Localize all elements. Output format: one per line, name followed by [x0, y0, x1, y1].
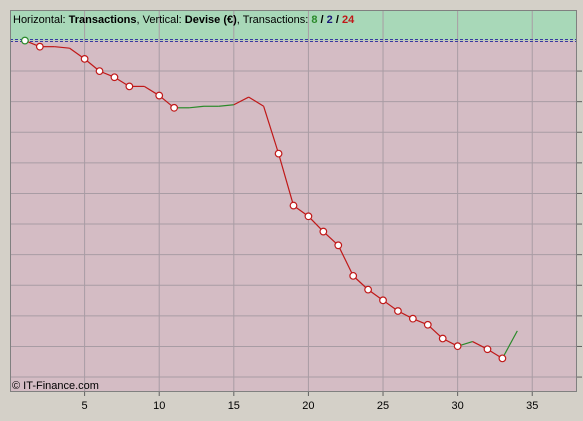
- profit-zone: [10, 10, 577, 41]
- loss-zone: [10, 40, 577, 393]
- equity-segment: [278, 153, 295, 206]
- trade-marker: [110, 73, 119, 82]
- x-tick-label: 30: [452, 400, 464, 412]
- trade-marker: [170, 103, 179, 112]
- chart-header: Horizontal: Transactions, Vertical: Devi…: [13, 14, 355, 26]
- winning-count: 8: [311, 14, 317, 26]
- trade-marker: [289, 201, 298, 210]
- x-tick-label: 35: [526, 400, 538, 412]
- trade-marker: [379, 296, 387, 305]
- count-separator-2: /: [333, 14, 342, 26]
- horizontal-value: Transactions: [69, 14, 137, 26]
- trade-marker: [155, 91, 164, 100]
- trade-marker-win: [21, 36, 29, 45]
- count-separator-1: /: [318, 14, 327, 26]
- equity-segment: [233, 96, 250, 106]
- trade-marker: [304, 212, 313, 221]
- trade-marker: [334, 241, 343, 250]
- transactions-label: , Transactions:: [237, 14, 312, 26]
- x-tick-label: 15: [228, 400, 240, 412]
- trade-marker: [35, 42, 44, 51]
- plot-frame: [10, 10, 577, 392]
- x-tick-label: 10: [153, 400, 165, 412]
- trade-marker: [95, 67, 104, 76]
- trade-marker: [453, 342, 462, 351]
- horizontal-label: Horizontal:: [13, 14, 69, 26]
- trade-marker: [408, 314, 417, 323]
- equity-segment: [248, 96, 264, 107]
- trade-marker: [80, 54, 89, 63]
- watermark: © IT-Finance.com: [12, 380, 99, 392]
- trade-marker: [364, 285, 373, 294]
- equity-segment: [188, 105, 205, 109]
- x-tick-label: 25: [377, 400, 389, 412]
- trade-marker: [394, 307, 402, 315]
- trade-marker: [498, 354, 507, 363]
- trade-marker: [438, 334, 447, 343]
- trade-marker: [483, 345, 492, 354]
- neutral-count: 2: [327, 14, 333, 26]
- vertical-value: Devise (€): [185, 14, 237, 26]
- vertical-label: , Vertical:: [137, 14, 185, 26]
- equity-segment: [337, 245, 354, 277]
- x-tick-label: 5: [82, 400, 88, 412]
- trade-marker: [349, 271, 358, 280]
- trade-marker: [319, 227, 328, 236]
- losing-count: 24: [342, 14, 355, 26]
- trade-marker: [274, 149, 283, 158]
- x-tick-label: 20: [302, 400, 314, 412]
- trade-marker: [423, 320, 432, 329]
- equity-segment: [54, 46, 70, 49]
- equity-segment: [218, 104, 234, 107]
- trade-marker: [125, 82, 134, 91]
- equity-segment: [263, 106, 280, 154]
- equity-segment: [501, 330, 518, 359]
